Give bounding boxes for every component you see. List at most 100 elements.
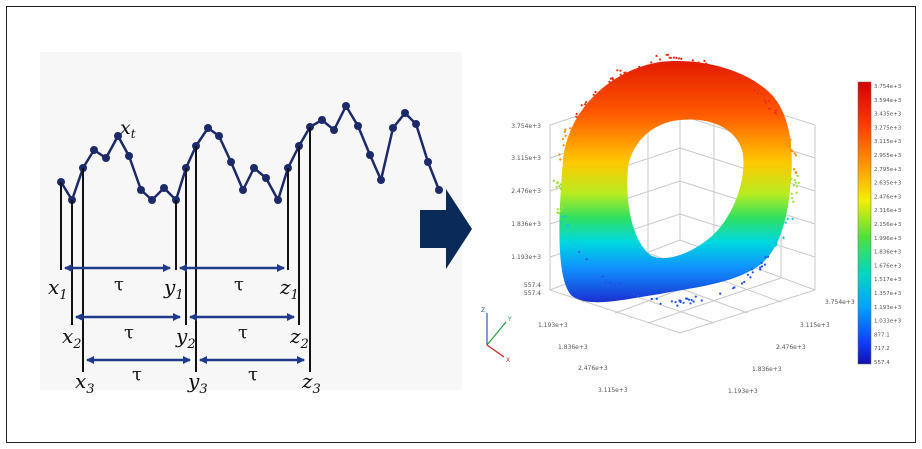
colorbar-label: 2.316e+3 bbox=[874, 208, 902, 214]
scatter-point bbox=[556, 208, 559, 211]
triad-y-axis bbox=[486, 321, 507, 346]
scatter-point bbox=[592, 93, 595, 96]
scatter-point bbox=[567, 225, 570, 228]
z-tick: 3.754e+3 bbox=[511, 123, 541, 130]
colorbar-label: 1.193e+3 bbox=[874, 305, 902, 311]
scatter-point bbox=[561, 137, 565, 141]
scatter-point bbox=[692, 300, 695, 303]
time-series-point bbox=[227, 158, 235, 166]
time-series-point bbox=[204, 124, 212, 132]
scatter-point bbox=[555, 186, 558, 189]
label-z3: z3 bbox=[301, 369, 321, 397]
colorbar-label: 2.156e+3 bbox=[874, 222, 902, 228]
scatter-point bbox=[796, 174, 799, 177]
y-tick: 3.115e+3 bbox=[800, 322, 830, 329]
scatter-point bbox=[792, 184, 795, 187]
time-series-point bbox=[354, 122, 362, 130]
colorbar-label: 1.033e+3 bbox=[874, 319, 902, 325]
scatter-point bbox=[734, 74, 737, 77]
scatter-point bbox=[685, 297, 688, 300]
series-label: xt bbox=[120, 117, 136, 141]
time-series-point bbox=[125, 152, 133, 160]
phase-space-3d-plot: 3.754e+3 3.115e+3 2.476e+3 1.836e+3 1.19… bbox=[481, 53, 902, 395]
scatter-point bbox=[636, 294, 639, 297]
scatter-point bbox=[562, 144, 565, 147]
time-series-point bbox=[342, 102, 350, 110]
delay-embedding-diagram: τ τ τ τ τ τ xt x1 y1 z1 x2 y2 z2 x3 y3 z… bbox=[40, 52, 462, 397]
scatter-point bbox=[774, 240, 778, 243]
colorbar-label: 3.435e+3 bbox=[874, 112, 902, 118]
scatter-point bbox=[689, 302, 692, 305]
z-tick: 557.4 bbox=[524, 282, 541, 289]
time-series-point bbox=[366, 151, 374, 159]
scatter-point bbox=[797, 181, 800, 184]
scatter-point bbox=[789, 138, 792, 141]
time-series-point bbox=[90, 146, 98, 154]
time-series-point bbox=[389, 124, 397, 132]
colorbar-label: 1.517e+3 bbox=[874, 277, 902, 283]
time-series-point bbox=[330, 126, 338, 134]
scatter-point bbox=[786, 217, 789, 220]
tau-label-r1b: τ bbox=[234, 274, 244, 295]
scatter-point bbox=[559, 209, 562, 213]
scatter-point bbox=[731, 75, 734, 78]
colorbar bbox=[857, 81, 872, 365]
scatter-point bbox=[764, 101, 768, 104]
colorbar-label: 1.836e+3 bbox=[874, 250, 902, 256]
scatter-point bbox=[768, 107, 771, 110]
scatter-point bbox=[559, 183, 562, 186]
time-series-point bbox=[435, 186, 443, 194]
scatter-point bbox=[585, 101, 588, 104]
tau-arrows bbox=[64, 264, 305, 364]
scatter-point bbox=[731, 73, 734, 76]
attractor-ring bbox=[559, 61, 792, 303]
scatter-point bbox=[672, 56, 676, 59]
scatter-point bbox=[575, 115, 578, 118]
scatter-point bbox=[703, 59, 706, 63]
scatter-point bbox=[795, 191, 798, 194]
scatter-point bbox=[568, 239, 572, 243]
y-tick: 1.836e+3 bbox=[752, 366, 782, 373]
y-tick: 3.754e+3 bbox=[825, 299, 855, 306]
scatter-point bbox=[638, 65, 641, 68]
x-tick: 2.476e+3 bbox=[578, 365, 608, 372]
y-axis-ticks: 3.754e+3 3.115e+3 2.476e+3 1.836e+3 1.19… bbox=[728, 299, 855, 395]
scatter-point bbox=[788, 141, 791, 144]
scatter-point bbox=[719, 292, 722, 295]
scatter-point bbox=[619, 73, 622, 76]
scatter-point bbox=[560, 221, 563, 224]
z-axis-ticks: 3.754e+3 3.115e+3 2.476e+3 1.836e+3 1.19… bbox=[511, 123, 541, 297]
scatter-point bbox=[655, 54, 658, 58]
scatter-point bbox=[594, 90, 597, 94]
scatter-point bbox=[764, 256, 767, 259]
scatter-point bbox=[666, 53, 669, 57]
time-series-point bbox=[137, 186, 145, 194]
scatter-point bbox=[763, 263, 767, 266]
time-series-point bbox=[377, 176, 385, 184]
scatter-point bbox=[759, 268, 762, 271]
scatter-point bbox=[687, 298, 691, 301]
scatter-point bbox=[793, 152, 796, 155]
scatter-point bbox=[659, 302, 662, 305]
time-series-point bbox=[102, 154, 110, 162]
scatter-point bbox=[611, 78, 615, 81]
scatter-point bbox=[694, 295, 697, 298]
scatter-point bbox=[697, 61, 700, 64]
scatter-point bbox=[655, 297, 658, 300]
scatter-point bbox=[749, 276, 752, 279]
z-tick: 1.193e+3 bbox=[511, 254, 541, 261]
colorbar-label: 2.955e+3 bbox=[874, 153, 902, 159]
scatter-point bbox=[793, 179, 797, 182]
scatter-point bbox=[585, 258, 588, 261]
time-series-point bbox=[160, 184, 168, 192]
colorbar-label: 3.275e+3 bbox=[874, 125, 902, 131]
scatter-point bbox=[680, 57, 683, 61]
scatter-point bbox=[650, 61, 653, 64]
scatter-point bbox=[760, 265, 764, 268]
triad-x-axis bbox=[486, 344, 505, 358]
scatter-point bbox=[752, 89, 755, 92]
time-series-point bbox=[318, 116, 326, 124]
time-series-point bbox=[274, 196, 282, 204]
scatter-point bbox=[782, 236, 785, 239]
scatter-point bbox=[569, 127, 572, 130]
